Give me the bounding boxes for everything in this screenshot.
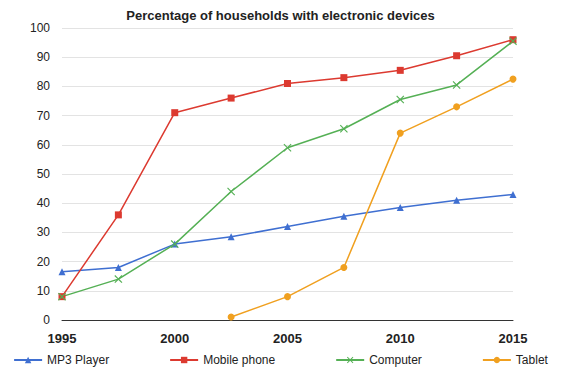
svg-text:50: 50 [37,167,51,181]
svg-text:0: 0 [43,313,50,327]
svg-text:2015: 2015 [499,331,528,346]
svg-text:30: 30 [37,225,51,239]
svg-text:1995: 1995 [48,331,77,346]
svg-text:20: 20 [37,255,51,269]
svg-text:2000: 2000 [160,331,189,346]
svg-text:60: 60 [37,138,51,152]
svg-text:2005: 2005 [273,331,302,346]
svg-text:MP3 Player: MP3 Player [47,353,109,367]
svg-text:10: 10 [37,284,51,298]
svg-text:Computer: Computer [369,353,422,367]
svg-text:70: 70 [37,109,51,123]
svg-text:Tablet: Tablet [516,353,549,367]
svg-text:40: 40 [37,196,51,210]
svg-text:80: 80 [37,79,51,93]
svg-text:100: 100 [30,21,50,35]
svg-text:Mobile phone: Mobile phone [203,353,275,367]
svg-text:2010: 2010 [386,331,415,346]
svg-text:90: 90 [37,50,51,64]
svg-text:Percentage of households with: Percentage of households with electronic… [126,8,434,23]
